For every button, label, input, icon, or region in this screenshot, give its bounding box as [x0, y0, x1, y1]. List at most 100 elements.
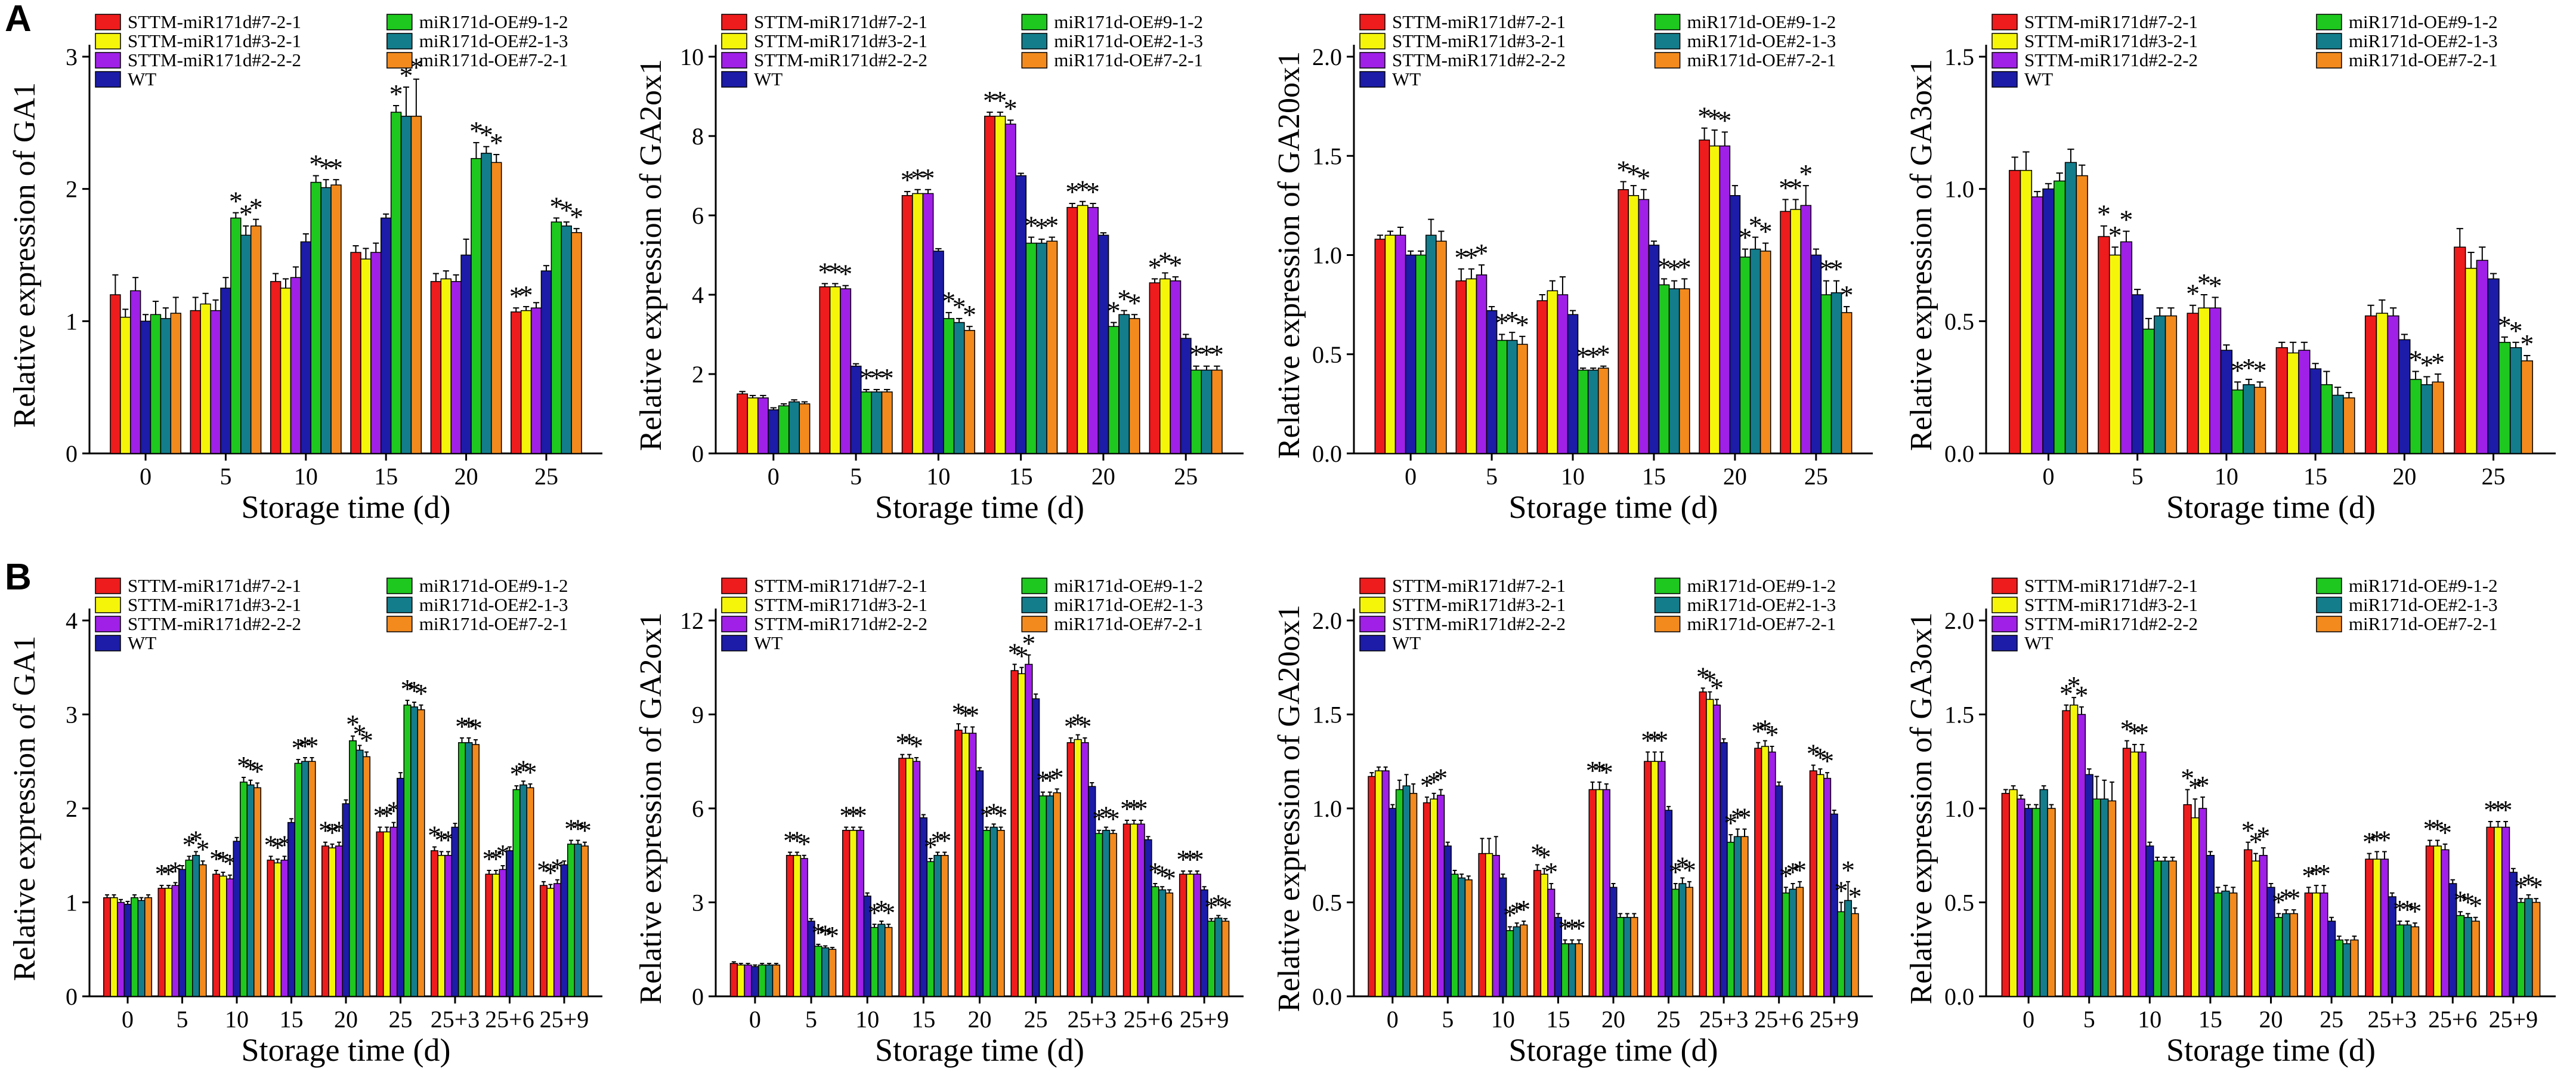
bar	[363, 756, 371, 997]
bar	[430, 850, 438, 997]
significance-mark: *	[1210, 339, 1224, 370]
bar	[226, 878, 234, 997]
bar	[2274, 916, 2283, 997]
bar	[737, 964, 745, 997]
bar	[1465, 278, 1477, 454]
bar	[551, 221, 562, 454]
bar	[2320, 893, 2328, 997]
x-axis-title: Storage time (d)	[242, 489, 451, 525]
bar	[1158, 889, 1167, 997]
y-tick-label: 4	[692, 282, 704, 308]
significance-mark: *	[1597, 339, 1610, 370]
significance-mark: *	[2256, 821, 2270, 851]
bar	[1214, 918, 1223, 997]
significance-mark: *	[846, 801, 860, 831]
legend-swatch	[721, 52, 747, 69]
bar	[1547, 290, 1558, 454]
bar	[1368, 776, 1376, 997]
significance-mark: *	[1558, 913, 1572, 944]
bar	[905, 758, 914, 997]
significance-mark: *	[1517, 894, 1530, 925]
bar	[370, 252, 382, 454]
y-tick-label: 12	[680, 607, 704, 634]
legend-swatch	[1359, 616, 1386, 632]
bar	[1816, 774, 1824, 997]
legend-label: STTM-miR171d#2-2-2	[1392, 50, 1566, 70]
y-axis-title: Relative expression of GA2ox1	[634, 59, 668, 451]
y-tick-label: 1.5	[1312, 143, 1342, 169]
bar	[2327, 921, 2336, 997]
significance-mark: *	[360, 725, 373, 756]
x-tick-label: 10	[225, 1006, 249, 1033]
bar	[2064, 162, 2077, 454]
legend-label: WT	[1392, 632, 1421, 653]
significance-mark: *	[1155, 860, 1169, 890]
significance-mark: *	[183, 829, 196, 860]
significance-mark: *	[1655, 725, 1668, 756]
bar	[1712, 705, 1721, 997]
bar	[1664, 810, 1673, 997]
bar	[1789, 888, 1797, 997]
bar	[165, 888, 173, 997]
legend-swatch	[1654, 597, 1681, 613]
significance-mark: *	[1758, 714, 1772, 745]
significance-mark: *	[2317, 859, 2331, 889]
significance-mark: *	[994, 801, 1008, 831]
x-tick-label: 10	[926, 463, 950, 490]
x-tick-label: 5	[1486, 463, 1498, 490]
y-tick-label: 2.0	[1944, 607, 1974, 634]
bar	[954, 730, 963, 997]
significance-mark: *	[1749, 211, 1762, 241]
bar	[1820, 294, 1832, 454]
significance-mark: *	[2520, 329, 2534, 359]
legend-swatch	[1021, 52, 1048, 69]
y-axis-title: Relative expression of GA3ox1	[1904, 59, 1938, 451]
significance-mark: *	[1035, 212, 1049, 243]
y-axis-title: Relative expression of GA1	[8, 82, 42, 428]
bar	[2425, 845, 2435, 997]
significance-mark: *	[237, 751, 251, 781]
bar	[933, 855, 942, 997]
bar	[840, 288, 852, 454]
bar	[560, 864, 568, 997]
bar	[1451, 873, 1459, 997]
legend-swatch	[1991, 52, 2018, 69]
bar	[849, 830, 858, 997]
bar	[561, 225, 572, 454]
bar	[571, 232, 582, 454]
significance-mark: *	[1183, 844, 1197, 875]
significance-mark: *	[2119, 205, 2133, 235]
bar	[1492, 855, 1500, 997]
bar	[1727, 841, 1735, 997]
significance-mark: *	[1697, 101, 1711, 132]
bar	[1623, 916, 1631, 997]
bar	[2289, 913, 2298, 997]
bar	[219, 875, 227, 997]
bar	[1561, 943, 1569, 997]
bar	[898, 758, 907, 997]
legend-swatch	[721, 635, 747, 651]
bar	[922, 193, 934, 454]
significance-mark: *	[407, 675, 421, 706]
bar	[2122, 748, 2132, 997]
significance-mark: *	[1092, 804, 1106, 834]
significance-mark: *	[217, 845, 230, 876]
significance-mark: *	[1637, 163, 1650, 193]
bar	[1644, 761, 1652, 997]
bar	[2463, 916, 2472, 997]
legend-swatch	[386, 33, 413, 50]
legend-label: WT	[1392, 69, 1421, 89]
significance-mark: *	[910, 731, 923, 761]
significance-mark: *	[189, 825, 203, 855]
y-tick-label: 2	[692, 361, 704, 388]
bar	[519, 784, 527, 997]
bar	[881, 391, 893, 454]
x-tick-label: 0	[1405, 463, 1417, 490]
x-tick-label: 20	[1723, 463, 1747, 490]
bar	[1038, 795, 1047, 997]
bar	[499, 869, 507, 997]
bar	[1097, 234, 1109, 454]
bar	[2062, 710, 2071, 997]
bar	[1108, 326, 1120, 454]
significance-mark: *	[2509, 316, 2523, 346]
